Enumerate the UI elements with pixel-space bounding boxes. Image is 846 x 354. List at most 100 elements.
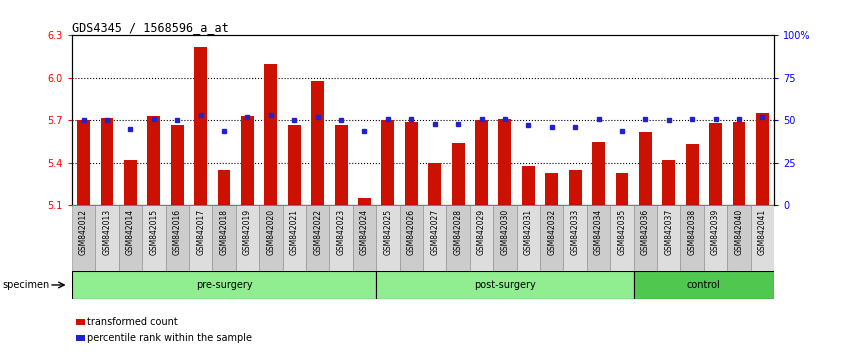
Bar (399, 205, 423, 271)
Bar (241, 116, 254, 205)
Text: GSM842033: GSM842033 (571, 209, 580, 255)
Bar (662, 160, 675, 205)
Bar (288, 125, 300, 205)
Bar (353, 205, 376, 271)
Text: GSM842025: GSM842025 (383, 209, 393, 255)
Text: GSM842027: GSM842027 (431, 209, 439, 255)
Bar (756, 113, 769, 205)
Text: GSM842041: GSM842041 (758, 209, 766, 255)
Bar (634, 271, 774, 299)
Bar (72, 271, 376, 299)
Text: percentile rank within the sample: percentile rank within the sample (87, 333, 252, 343)
Text: GSM842031: GSM842031 (524, 209, 533, 255)
Bar (147, 116, 160, 205)
Bar (569, 170, 581, 205)
Text: GSM842023: GSM842023 (337, 209, 345, 255)
Bar (142, 205, 166, 271)
Bar (195, 47, 207, 205)
Bar (217, 170, 230, 205)
Text: GSM842029: GSM842029 (477, 209, 486, 255)
Bar (610, 205, 634, 271)
Text: GSM842040: GSM842040 (734, 209, 744, 255)
Bar (517, 205, 540, 271)
Bar (452, 143, 464, 205)
Bar (72, 205, 96, 271)
Text: GSM842034: GSM842034 (594, 209, 603, 255)
Bar (96, 205, 118, 271)
Text: pre-surgery: pre-surgery (195, 280, 252, 290)
Bar (212, 205, 236, 271)
Bar (118, 205, 142, 271)
Bar (540, 205, 563, 271)
Text: GSM842014: GSM842014 (126, 209, 135, 255)
Text: GDS4345 / 1568596_a_at: GDS4345 / 1568596_a_at (72, 21, 228, 34)
Text: GSM842037: GSM842037 (664, 209, 673, 255)
Text: GSM842015: GSM842015 (150, 209, 158, 255)
Text: GSM842030: GSM842030 (501, 209, 509, 255)
Bar (376, 205, 399, 271)
Text: GSM842019: GSM842019 (243, 209, 252, 255)
Bar (311, 81, 324, 205)
Text: GSM842020: GSM842020 (266, 209, 275, 255)
Bar (657, 205, 680, 271)
Text: GSM842026: GSM842026 (407, 209, 415, 255)
Bar (592, 142, 605, 205)
Bar (709, 123, 722, 205)
Bar (306, 205, 329, 271)
Bar (733, 122, 745, 205)
Bar (546, 173, 558, 205)
Bar (475, 120, 488, 205)
Bar (335, 125, 348, 205)
Bar (358, 198, 371, 205)
Bar (428, 163, 441, 205)
Text: GSM842018: GSM842018 (220, 209, 228, 255)
Bar (680, 205, 704, 271)
Bar (376, 271, 634, 299)
Bar (189, 205, 212, 271)
Text: GSM842024: GSM842024 (360, 209, 369, 255)
Bar (382, 120, 394, 205)
Bar (447, 205, 470, 271)
Bar (423, 205, 447, 271)
Bar (728, 205, 750, 271)
Text: GSM842022: GSM842022 (313, 209, 322, 255)
Bar (616, 173, 629, 205)
Text: GSM842036: GSM842036 (641, 209, 650, 255)
Bar (686, 144, 699, 205)
Text: GSM842012: GSM842012 (80, 209, 88, 255)
Bar (639, 132, 651, 205)
Text: GSM842035: GSM842035 (618, 209, 626, 255)
Bar (405, 122, 418, 205)
Text: post-surgery: post-surgery (474, 280, 536, 290)
Text: GSM842017: GSM842017 (196, 209, 205, 255)
Bar (259, 205, 283, 271)
Text: GSM842021: GSM842021 (290, 209, 299, 255)
Bar (101, 118, 113, 205)
Bar (265, 64, 277, 205)
Bar (634, 205, 657, 271)
Text: GSM842032: GSM842032 (547, 209, 556, 255)
Bar (563, 205, 587, 271)
Bar (498, 119, 511, 205)
Bar (522, 166, 535, 205)
Text: GSM842016: GSM842016 (173, 209, 182, 255)
Text: GSM842028: GSM842028 (453, 209, 463, 255)
Bar (329, 205, 353, 271)
Bar (77, 120, 90, 205)
Text: GSM842013: GSM842013 (102, 209, 112, 255)
Bar (171, 125, 184, 205)
Bar (750, 205, 774, 271)
Bar (470, 205, 493, 271)
Bar (493, 205, 517, 271)
Bar (587, 205, 610, 271)
Text: control: control (687, 280, 721, 290)
Bar (124, 160, 137, 205)
Text: GSM842038: GSM842038 (688, 209, 696, 255)
Text: GSM842039: GSM842039 (711, 209, 720, 255)
Bar (704, 205, 728, 271)
Bar (166, 205, 189, 271)
Bar (236, 205, 259, 271)
Bar (283, 205, 306, 271)
Text: specimen: specimen (3, 280, 50, 290)
Text: transformed count: transformed count (87, 317, 178, 327)
